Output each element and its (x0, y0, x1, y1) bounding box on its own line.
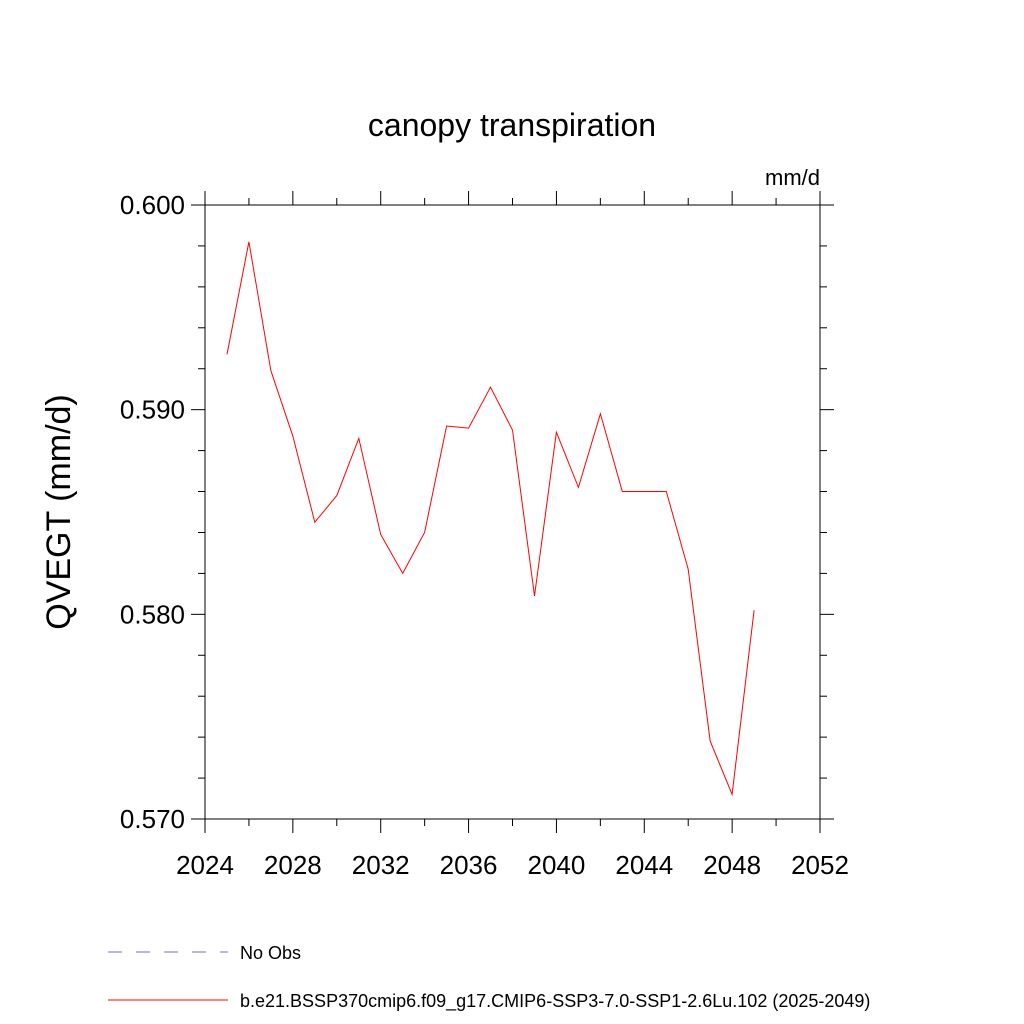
legend-label: b.e21.BSSP370cmip6.f09_g17.CMIP6-SSP3-7.… (240, 991, 870, 1012)
y-tick-label: 0.600 (120, 190, 185, 220)
series-line (226, 241, 755, 797)
x-tick-label: 2052 (791, 850, 849, 880)
x-tick-label: 2040 (528, 850, 586, 880)
axis-ticks (191, 191, 834, 833)
x-tick-label: 2024 (176, 850, 234, 880)
tick-labels: 2024 2028 2032 2036 2040 2044 2048 2052 0.570 0.5… (120, 190, 849, 880)
y-axis-label: QVEGT (mm/d) (40, 394, 78, 630)
legend: No Obs b.e21.BSSP370cmip6.f09_g17.CMIP6-S… (108, 943, 870, 1012)
x-tick-label: 2048 (703, 850, 761, 880)
y-tick-label: 0.590 (120, 395, 185, 425)
y-tick-label: 0.570 (120, 804, 185, 834)
x-tick-label: 2032 (352, 850, 410, 880)
x-tick-label: 2044 (615, 850, 673, 880)
y-tick-label: 0.580 (120, 599, 185, 629)
series-layer (226, 241, 755, 797)
legend-label: No Obs (240, 943, 301, 963)
units-label: mm/d (765, 165, 820, 190)
x-tick-label: 2036 (440, 850, 498, 880)
chart-title: canopy transpiration (368, 107, 656, 143)
plot-frame (204, 204, 821, 820)
x-tick-label: 2028 (264, 850, 322, 880)
